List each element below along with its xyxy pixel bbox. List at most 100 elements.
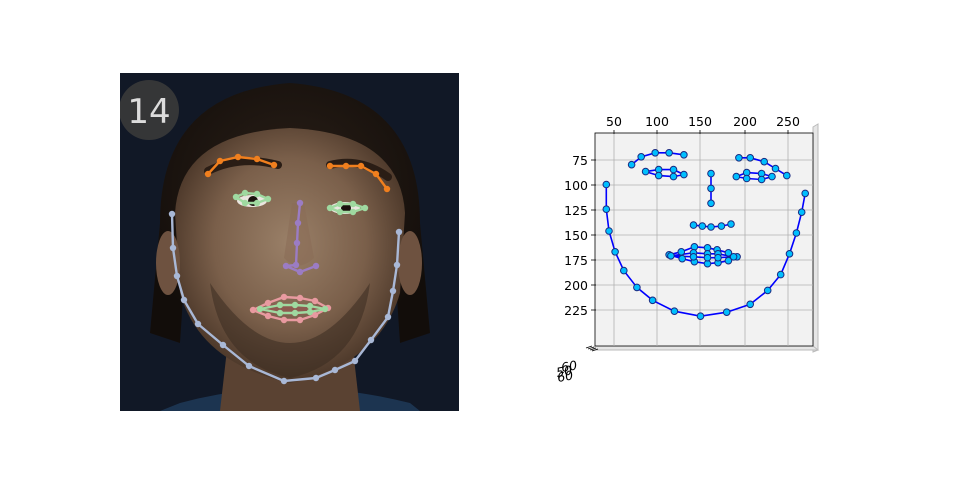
photo-landmark-point-jaw [180,296,188,304]
plot-point-jaw [602,180,611,189]
photo-landmark-point-right-eye [336,200,344,208]
plot-point-right-brow [760,157,768,166]
plot-point-jaw [670,307,679,315]
photo-landmark-point-left-eye [241,189,249,197]
y-tick-label: 100 [564,178,588,193]
photo-landmark-point-right-brow [372,170,380,178]
z-tick-mark [585,345,593,349]
plot-point-left-brow [651,149,659,157]
plot-point-left-brow [637,153,645,161]
photo-landmark-point-left-eye [253,190,261,198]
photo-landmark-point-jaw [331,366,339,374]
face-photo-panel: 14 [120,73,459,411]
photo-landmark-point-inner-lips [321,305,329,313]
plot-point-jaw [696,312,705,320]
plot-point-left-eye [669,172,678,181]
photo-landmark-point-left-brow [204,170,212,178]
photo-landmark-point-left-eye [232,193,240,201]
plot-point-jaw [602,205,611,213]
plot-point-jaw [611,248,619,256]
photo-landmark-point-inner-lips [306,308,314,316]
plot-point-outer-lip [678,254,686,263]
plot-point-jaw [620,266,628,275]
y-tick-label: 175 [564,253,588,268]
plot-point-jaw [746,300,754,309]
photo-landmark-point-lips [264,299,272,307]
plot-point-left-eye [680,170,688,179]
plot-point-jaw [792,229,801,237]
photo-landmark-point-lips [264,312,272,320]
plot-point-right-brow [746,154,754,162]
beard-shadow [210,283,370,378]
z-tick-label-2: 50 [555,362,573,380]
photo-landmark-point-right-eye [361,204,369,212]
photo-landmark-point-left-eye [241,199,249,207]
plot-bottom-pane [591,345,820,351]
plot-point-nose-bridge [707,169,715,178]
plot-point-jaw [797,208,806,216]
plot-point-outer-lip [724,249,733,257]
photo-landmark-point-inner-lips [256,305,264,313]
photo-landmark-point-jaw [194,320,202,328]
photo-landmark-point-inner-lips [291,301,299,309]
photo-landmark-point-jaw [367,336,375,344]
photo-landmark-point-lips [280,293,288,301]
plot-point-right-brow [771,164,780,173]
photo-landmark-point-nose [296,268,304,276]
photo-landmark-point-inner-lips [276,309,284,317]
photo-landmark-point-nose [312,262,320,270]
plot-point-nose-base [689,221,698,229]
z-tick-label-1: 60 [560,357,578,375]
plot-point-jaw [722,308,731,316]
plot-point-left-eye [641,167,650,176]
plot-point-outer-lip [677,248,686,256]
plot-point-nose-base [698,222,707,230]
plot-point-nose-base [707,223,715,231]
nose-shape [284,203,314,266]
photo-landmark-point-right-brow [342,162,350,170]
x-tick-label: 100 [645,114,669,129]
photo-landmark-point-right-eye [336,208,344,216]
x-tick-label: 50 [606,114,622,129]
z-tick-mark [589,347,597,351]
photo-landmark-point-left-brow [234,153,242,161]
photo-landmark-point-lips [311,297,319,305]
photo-landmark-point-nose [294,219,302,227]
plot-point-right-brow [783,171,791,180]
z-tick-mark [591,348,599,352]
plot-point-jaw [785,250,794,258]
photo-landmark-point-right-eye [349,200,357,208]
photo-landmark-point-jaw [384,313,392,321]
plot-point-jaw [648,296,657,305]
plot-point-left-eye [654,171,663,180]
photo-landmark-point-lips [249,306,257,314]
photo-landmark-point-nose [293,239,301,247]
plot-ticks: 50 100 150 200 250 75 100 125 150 175 200 225 [564,114,800,352]
plot-point-inner-lip [667,252,675,260]
photo-landmark-line-jaw [170,213,401,383]
y-tick-label: 225 [564,303,588,318]
photo-landmark-point-lips [296,294,304,302]
right-pupil [341,203,351,213]
photo-landmark-point-left-brow [253,155,261,163]
z-tick-mark [587,346,595,350]
photo-landmark-point-nose [296,199,304,207]
photo-landmark-point-jaw [395,228,403,236]
photo-landmark-point-left-eye [264,195,272,203]
photo-landmark-point-jaw [389,287,397,295]
plot-grid [595,133,813,346]
x-tick-label: 250 [776,114,800,129]
left-ear [156,231,180,295]
plot-point-nose-bridge [707,199,715,208]
plot-point-right-eye [742,174,751,183]
plot-canvas: 50 100 150 200 250 75 100 125 150 175 200 225 60 50… [555,114,820,385]
photo-landmark-point-jaw [173,272,181,280]
plot-point-inner-lip [729,253,738,261]
photo-landmark-point-lips [296,316,304,324]
y-tick-label: 125 [564,203,588,218]
z-tick-label-3: 60 [556,367,574,385]
plot-point-right-brow [735,154,743,162]
photo-landmark-point-lips [311,311,319,319]
photo-landmark-point-left-brow [216,157,224,165]
plot-point-left-eye [669,165,678,174]
